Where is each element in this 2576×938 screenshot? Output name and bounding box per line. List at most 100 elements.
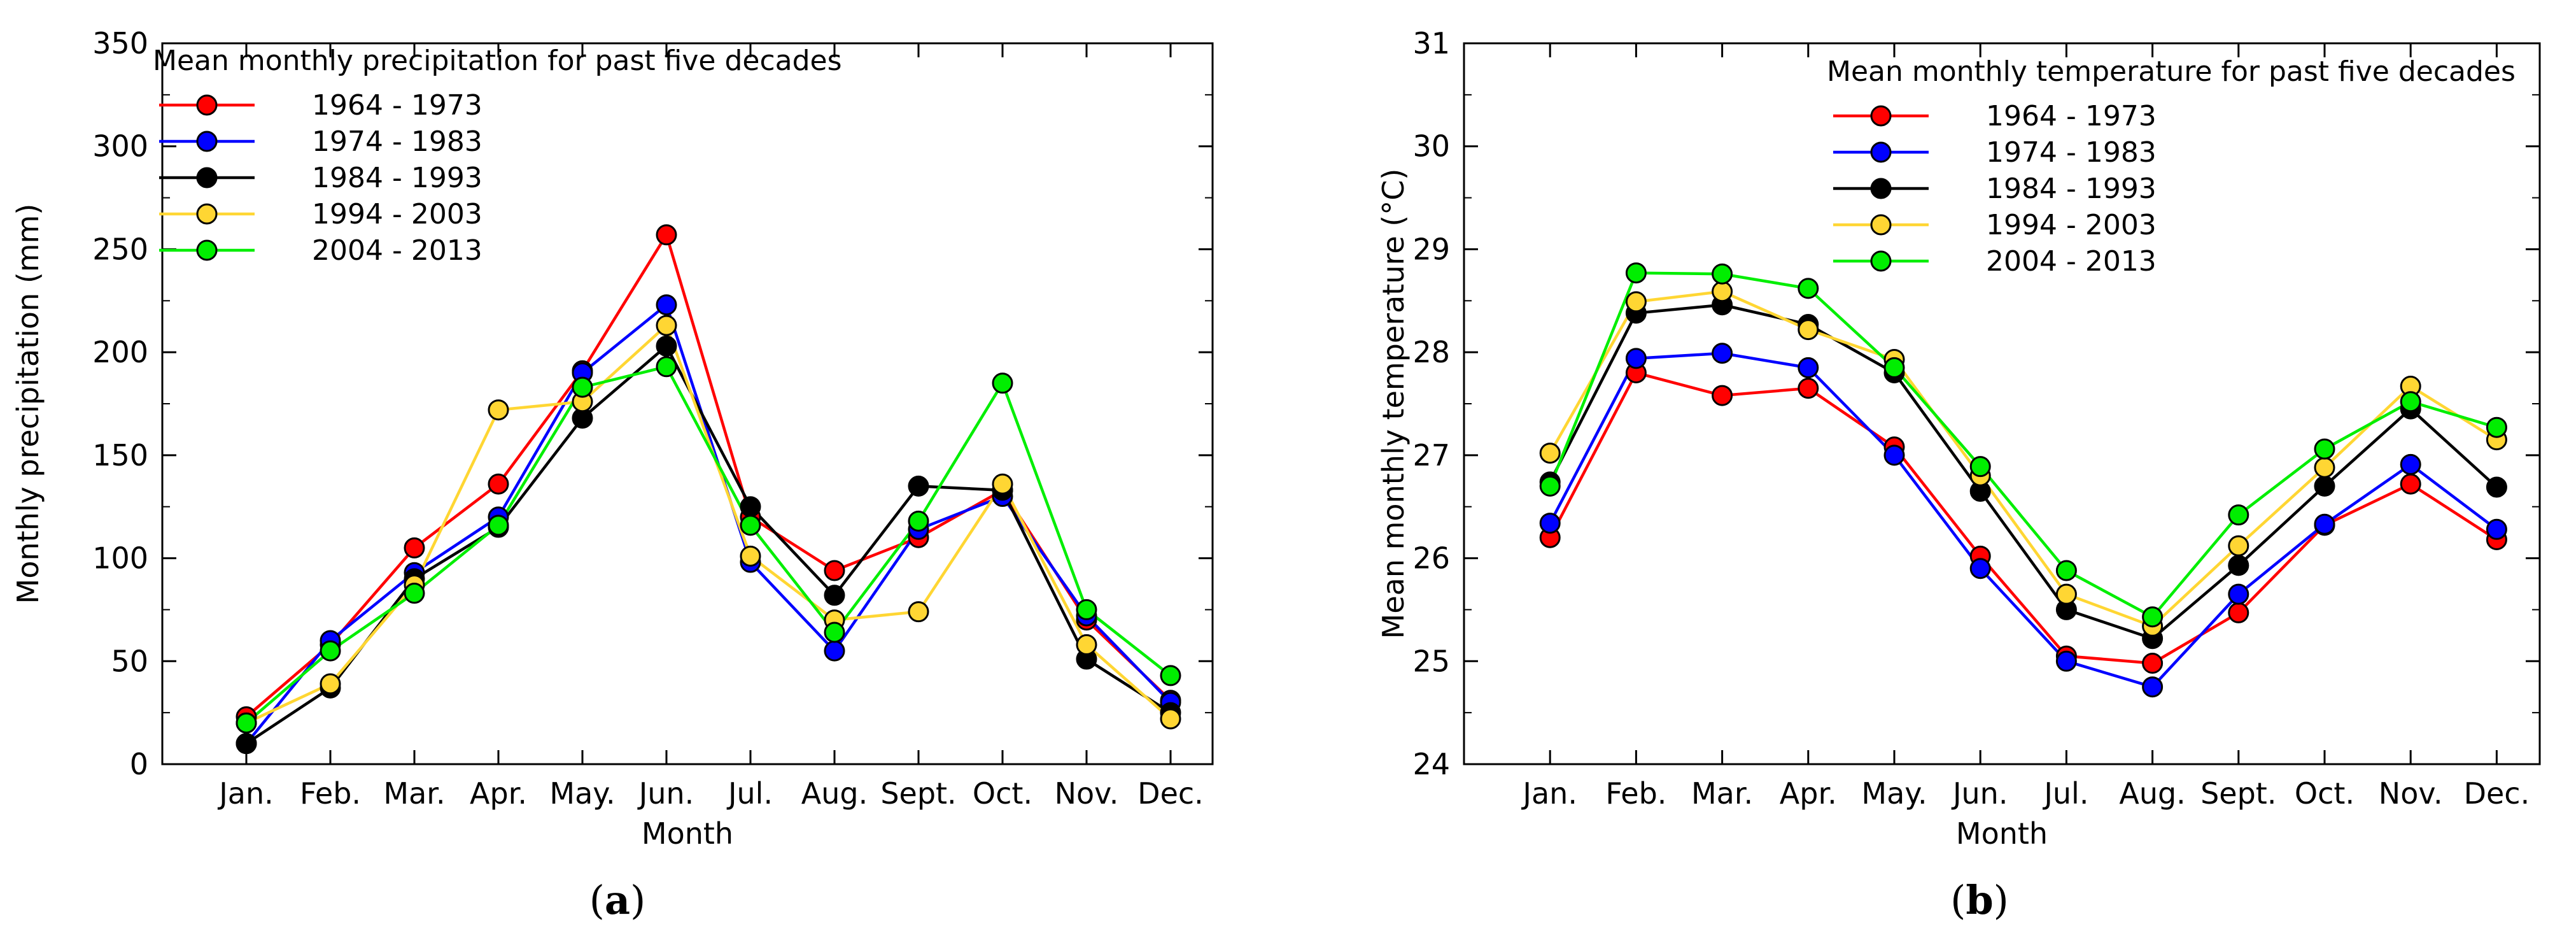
- data-point: [404, 583, 425, 604]
- y-tick-label: 31: [1412, 26, 1450, 60]
- x-tick-label: Nov.: [1055, 776, 1119, 811]
- series-line-2004-2013: [1549, 271, 2498, 618]
- data-point: [2486, 416, 2507, 438]
- series-line-1974-1983: [245, 303, 1172, 745]
- legend-marker: [196, 94, 218, 116]
- legend-marker: [1870, 178, 1892, 199]
- data-point: [572, 376, 593, 398]
- data-point: [1076, 634, 1097, 655]
- data-point: [1883, 444, 1905, 466]
- data-point: [1625, 291, 1647, 313]
- x-tick-label: Jun.: [637, 776, 694, 811]
- y-tick-label: 28: [1412, 335, 1450, 369]
- panel-caption: (b): [1950, 877, 2009, 923]
- data-point: [2314, 457, 2335, 478]
- series-line-1984-1993: [245, 345, 1172, 745]
- x-tick-label: Sept.: [2200, 776, 2276, 811]
- x-tick-label: Jan.: [217, 776, 274, 811]
- data-point: [824, 585, 845, 606]
- data-point: [2055, 560, 2077, 581]
- legend-marker: [1870, 105, 1892, 127]
- legend-marker: [1870, 250, 1892, 272]
- data-point: [824, 622, 845, 643]
- x-tick-label: May.: [1861, 776, 1927, 811]
- data-point: [1798, 319, 1819, 341]
- data-point: [656, 224, 677, 246]
- legend-marker: [1870, 141, 1892, 163]
- data-point: [1539, 443, 1561, 464]
- legend-label: 2004 - 2013: [312, 234, 482, 267]
- legend-label: 1994 - 2003: [1986, 209, 2157, 241]
- series-line-1984-1993: [1549, 303, 2498, 640]
- data-point: [2228, 504, 2249, 526]
- y-tick-label: 300: [92, 129, 148, 164]
- y-tick-label: 350: [92, 26, 148, 60]
- y-tick-label: 0: [130, 747, 148, 781]
- legend-marker: [196, 131, 218, 152]
- data-point: [2055, 650, 2077, 672]
- x-tick-label: Sept.: [880, 776, 956, 811]
- chart-panel-b: 24 25 26 27 28 29 30 31 Jan. Feb. Mar. Apr. May. Jun.…: [1376, 26, 2541, 923]
- data-point: [2228, 602, 2249, 623]
- x-tick-label: Aug.: [2119, 776, 2185, 811]
- y-tick-label: 29: [1412, 232, 1450, 266]
- data-point: [656, 315, 677, 336]
- x-tick-label: Apr.: [470, 776, 527, 811]
- x-tick-label: May.: [549, 776, 615, 811]
- data-point: [236, 733, 257, 755]
- data-point: [656, 356, 677, 378]
- data-point: [1969, 558, 1991, 579]
- x-tick-label: Jun.: [1951, 776, 2008, 811]
- data-point: [656, 294, 677, 316]
- series-line-2004-2013: [245, 365, 1172, 725]
- legend-marker: [196, 167, 218, 188]
- y-axis-label: Mean monthly temperature (°C): [1376, 169, 1411, 639]
- data-point: [1076, 599, 1097, 620]
- x-tick-label: Oct.: [2295, 776, 2354, 811]
- legend-title: Mean monthly temperature for past five d…: [1827, 55, 2516, 88]
- data-point: [1883, 357, 1905, 378]
- data-point: [2142, 676, 2164, 698]
- x-tick-label: Dec.: [1137, 776, 1204, 811]
- data-point: [824, 560, 845, 581]
- data-point: [1798, 378, 1819, 399]
- y-tick-label: 30: [1412, 129, 1450, 164]
- x-axis-label: Month: [642, 816, 733, 851]
- legend-label: 1984 - 1993: [312, 162, 482, 194]
- data-point: [2486, 476, 2507, 498]
- x-tick-label: Nov.: [2379, 776, 2443, 811]
- data-point: [1625, 262, 1647, 284]
- data-point: [2400, 453, 2421, 475]
- data-point: [1539, 513, 1561, 534]
- data-point: [1625, 348, 1647, 369]
- data-point: [740, 515, 761, 536]
- x-axis-label: Month: [1956, 816, 2048, 851]
- y-axis-label: Monthly precipitation (mm): [11, 204, 45, 604]
- y-tick-label: 200: [92, 335, 148, 369]
- data-point: [2228, 555, 2249, 576]
- data-point: [740, 545, 761, 567]
- data-point: [1712, 385, 1733, 406]
- x-tick-label: Dec.: [2464, 776, 2530, 811]
- data-point: [404, 537, 425, 558]
- data-point: [656, 335, 677, 357]
- y-tick-label: 50: [111, 644, 148, 678]
- data-point: [992, 473, 1013, 495]
- series-line-1994-2003: [1549, 290, 2498, 628]
- data-point: [740, 496, 761, 518]
- legend-marker: [196, 203, 218, 225]
- x-tick-label: Aug.: [801, 776, 868, 811]
- legend-label: 1974 - 1983: [312, 125, 482, 158]
- data-point: [1712, 343, 1733, 364]
- panel-caption: (a): [589, 877, 646, 923]
- data-point: [2314, 513, 2335, 535]
- legend-marker: [196, 239, 218, 261]
- data-point: [1969, 456, 1991, 478]
- data-point: [2228, 535, 2249, 557]
- legend-label: 1974 - 1983: [1986, 136, 2157, 169]
- data-point: [992, 373, 1013, 394]
- series-line-1974-1983: [1549, 352, 2498, 688]
- legend-label: 1964 - 1973: [1986, 100, 2157, 132]
- data-point: [1539, 475, 1561, 497]
- data-point: [2314, 475, 2335, 497]
